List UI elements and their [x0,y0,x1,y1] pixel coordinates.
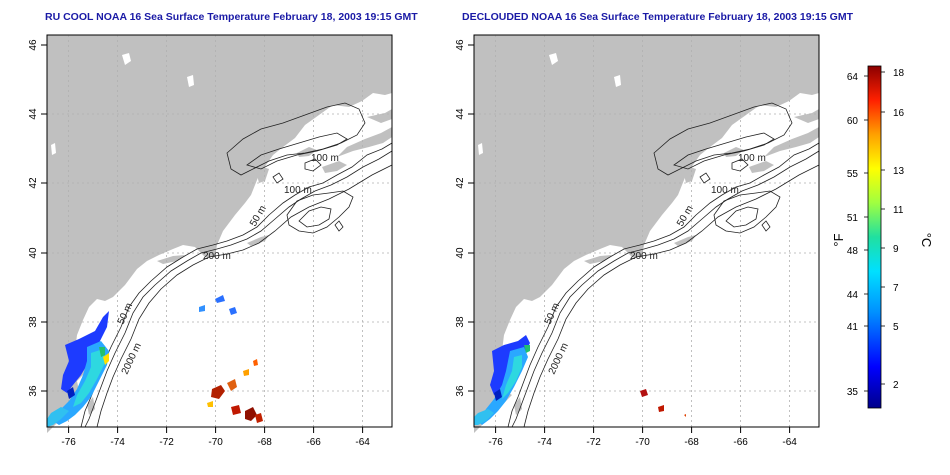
right-x-tick: -64 [782,437,797,448]
left-contour-label: 50 m [116,301,135,326]
colorbar-c-tick-label: 2 [893,380,899,391]
colorbar-c-tick-label: 5 [893,322,899,333]
right-sst-pixels [474,335,686,425]
left-x-axis-labels: -76 -74 -72 -70 -68 -66 -64 [61,437,370,448]
right-contour-label: 2000 m [547,341,571,376]
left-contour-label: 50 m [248,204,269,229]
colorbar-c-tick-label: 9 [893,244,899,255]
right-x-tick: -68 [684,437,699,448]
left-y-tick: 40 [28,247,39,259]
left-y-tick: 38 [28,316,39,328]
colorbar-c-tick-label: 16 [893,108,905,119]
right-x-tick: -70 [635,437,650,448]
left-map-title: RU COOL NOAA 16 Sea Surface Temperature … [45,11,418,23]
colorbar-c-labels: 18 16 13 11 9 7 5 2 [893,68,905,391]
colorbar-fahrenheit-label: °F [831,233,846,246]
colorbar-f-ticks [864,75,868,392]
right-contour-label: 200 m [630,251,658,262]
left-y-tick: 36 [28,385,39,397]
right-land-mass [474,35,819,433]
colorbar-c-tick-label: 7 [893,283,899,294]
right-x-axis-labels: -76 -74 -72 -70 -68 -66 -64 [488,437,797,448]
colorbar-c-tick-label: 18 [893,68,905,79]
right-contour-label: 50 m [675,204,696,229]
right-y-tick: 40 [455,247,466,259]
left-x-tick: -72 [159,437,174,448]
left-contour-label: 100 m [284,185,312,196]
colorbar-f-tick-label: 44 [847,290,859,301]
left-y-tick: 42 [28,177,39,189]
right-y-tick: 46 [455,39,466,51]
colorbar-celsius-label: °C [919,233,934,248]
left-contour-label: 100 m [311,153,339,164]
colorbar-f-tick-label: 51 [847,213,859,224]
colorbar-f-tick-label: 48 [847,246,859,257]
colorbar-gradient [867,65,882,409]
colorbar-c-tick-label: 11 [893,205,904,216]
left-x-tick: -64 [355,437,370,448]
left-x-tick: -66 [306,437,321,448]
right-x-tick: -72 [586,437,601,448]
right-map-panel: 100 m 100 m 50 m 200 m 50 m 2000 m -76 -… [455,34,820,448]
left-contour-label: 2000 m [120,341,144,376]
right-contour-label: 50 m [543,301,562,326]
left-sst-pixels [47,295,263,427]
temperature-colorbar: 64 60 55 51 48 44 41 35 18 16 13 11 9 7 … [831,65,934,409]
right-y-tick: 42 [455,177,466,189]
right-x-tick: -76 [488,437,503,448]
left-y-tick: 46 [28,39,39,51]
right-map-title: DECLOUDED NOAA 16 Sea Surface Temperatur… [462,11,853,23]
colorbar-f-tick-label: 55 [847,169,859,180]
colorbar-f-tick-label: 60 [847,116,859,127]
colorbar-f-tick-label: 35 [847,387,859,398]
right-y-tick: 44 [455,108,466,120]
colorbar-f-labels: 64 60 55 51 48 44 41 35 [847,72,859,398]
left-x-tick: -74 [110,437,125,448]
colorbar-f-tick-label: 41 [847,322,859,333]
right-contour-label: 100 m [711,185,739,196]
left-y-axis-labels: 46 44 42 40 38 36 [28,39,39,397]
colorbar-c-tick-label: 13 [893,166,905,177]
right-contour-label: 100 m [738,153,766,164]
left-x-tick: -68 [257,437,272,448]
right-x-tick: -66 [733,437,748,448]
colorbar-c-ticks [881,71,885,385]
colorbar-f-tick-label: 64 [847,72,859,83]
left-x-tick: -76 [61,437,76,448]
left-contour-label: 200 m [203,251,231,262]
right-x-tick: -74 [537,437,552,448]
right-y-axis-labels: 46 44 42 40 38 36 [455,39,466,397]
left-x-tick: -70 [208,437,223,448]
right-y-tick: 36 [455,385,466,397]
left-y-tick: 44 [28,108,39,120]
right-y-tick: 38 [455,316,466,328]
left-map-panel: 100 m 100 m 50 m 200 m 50 m 2000 m -76 -… [28,34,393,448]
